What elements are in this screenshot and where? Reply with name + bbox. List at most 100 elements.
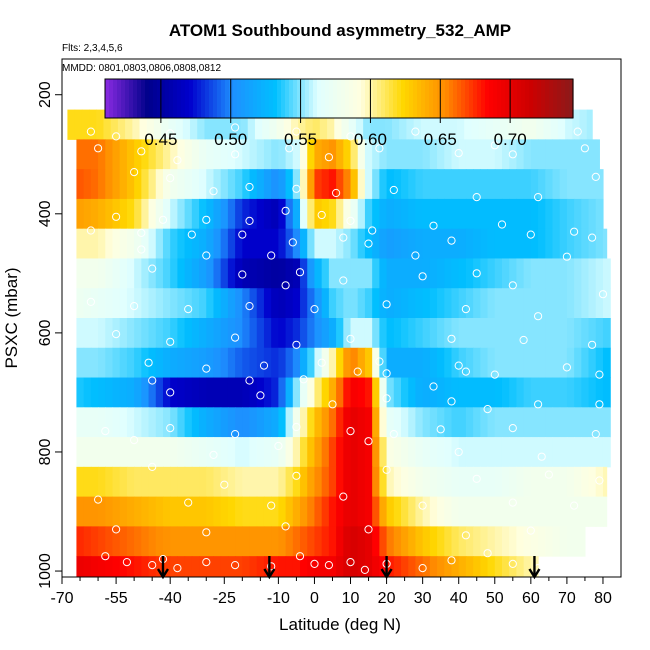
colorbar-cell [373, 79, 378, 118]
heatmap-cell [357, 377, 366, 408]
colorbar-tick-label: 0.50 [214, 130, 247, 149]
sample-point [259, 361, 269, 370]
heatmap-cell [184, 169, 193, 200]
heatmap-cell [449, 109, 458, 140]
heatmap-cell [422, 258, 431, 289]
heatmap-cell [76, 437, 85, 468]
heatmap-cell [199, 496, 207, 527]
colorbar-cell [453, 79, 458, 118]
heatmap-cell [458, 466, 467, 498]
colorbar-cell [497, 79, 502, 118]
heatmap-cell [408, 258, 417, 289]
heatmap-cell [307, 318, 316, 349]
heatmap-cell [292, 318, 301, 349]
heatmap-cell [422, 169, 431, 200]
heatmap-cell [148, 526, 157, 557]
heatmap-cell [105, 318, 114, 349]
heatmap-cell [393, 466, 402, 498]
heatmap-cell [379, 526, 388, 557]
heatmap-cell [285, 556, 294, 577]
sample-point [364, 525, 373, 534]
heatmap-cell [509, 526, 518, 557]
heatmap-cell [422, 347, 431, 379]
heatmap-cell [321, 318, 330, 349]
colorbar-cell [317, 79, 322, 118]
heatmap-cell [574, 496, 582, 527]
colorbar-cell [221, 79, 226, 118]
heatmap-cell [314, 288, 323, 319]
heatmap-cell [384, 109, 393, 140]
heatmap-cell [319, 109, 328, 140]
heatmap-cell [343, 556, 352, 577]
heatmap-cell [220, 169, 229, 200]
heatmap-cell [76, 139, 85, 170]
heatmap-cell [90, 258, 99, 289]
heatmap-cell [473, 169, 481, 200]
heatmap-cell [206, 437, 215, 468]
sample-point [209, 450, 218, 459]
heatmap-cell [155, 437, 164, 468]
heatmap-cell [538, 407, 546, 438]
heatmap-cell [523, 318, 532, 349]
heatmap-cell [119, 496, 128, 527]
heatmap-cell [363, 109, 371, 140]
heatmap-cell [105, 466, 114, 498]
colorbar-cell [325, 79, 330, 118]
heatmap-cell [422, 288, 431, 319]
heatmap-cell [422, 139, 431, 170]
heatmap-cell [364, 496, 373, 527]
heatmap-cell [343, 407, 352, 438]
heatmap-cell [574, 437, 582, 468]
heatmap-cell [588, 318, 597, 349]
heatmap-cell [465, 556, 474, 577]
heatmap-cell [545, 407, 554, 438]
heatmap-cell [119, 169, 128, 200]
heatmap-cell [328, 526, 337, 557]
colorbar-cell [241, 79, 246, 118]
heatmap-cell [148, 139, 157, 170]
heatmap-cell [516, 466, 525, 498]
heatmap-cell [523, 347, 532, 379]
heatmap-cell [292, 198, 301, 230]
heatmap-cell [213, 258, 222, 289]
heatmap-cell [408, 377, 417, 408]
heatmap-cell [516, 437, 525, 468]
heatmap-cell [501, 169, 510, 200]
heatmap-cell [559, 466, 568, 498]
heatmap-cell [415, 139, 424, 170]
heatmap-cell [278, 496, 287, 527]
heatmap-cell [372, 437, 380, 468]
heatmap-cell [538, 526, 546, 557]
heatmap-cell [177, 556, 186, 577]
heatmap-cell [444, 377, 453, 408]
heatmap-cell [74, 109, 83, 140]
heatmap-cell [444, 318, 453, 349]
heatmap-cell [379, 377, 388, 408]
colorbar-cell [261, 79, 266, 118]
heatmap-cell [76, 318, 85, 349]
sample-point [137, 245, 146, 254]
colorbar-cell [565, 79, 570, 118]
heatmap-cell [552, 169, 561, 200]
x-axis: -70 -55 -40 -25 -10 0 10 20 30 40 50 60 70 80 [50, 577, 612, 607]
x-tick-label: 20 [378, 590, 396, 607]
heatmap-cell [213, 228, 222, 259]
heatmap-cell [530, 437, 539, 468]
heatmap-cell [206, 228, 215, 259]
heatmap-cell [422, 466, 431, 498]
heatmap-cell [588, 466, 597, 498]
colorbar-cell [549, 79, 554, 118]
heatmap-cell [595, 258, 604, 289]
heatmap-cell [112, 228, 121, 259]
heatmap-cell [220, 198, 229, 230]
heatmap-cell [134, 288, 142, 319]
heatmap-cell [249, 169, 258, 200]
heatmap-cell [227, 466, 236, 498]
heatmap-cell [574, 169, 582, 200]
sample-point [519, 335, 528, 345]
colorbar-cell [465, 79, 470, 118]
heatmap-cell [76, 288, 85, 319]
heatmap-cell [134, 496, 142, 527]
x-tick-label: -55 [105, 590, 128, 607]
heatmap-cell [523, 139, 532, 170]
